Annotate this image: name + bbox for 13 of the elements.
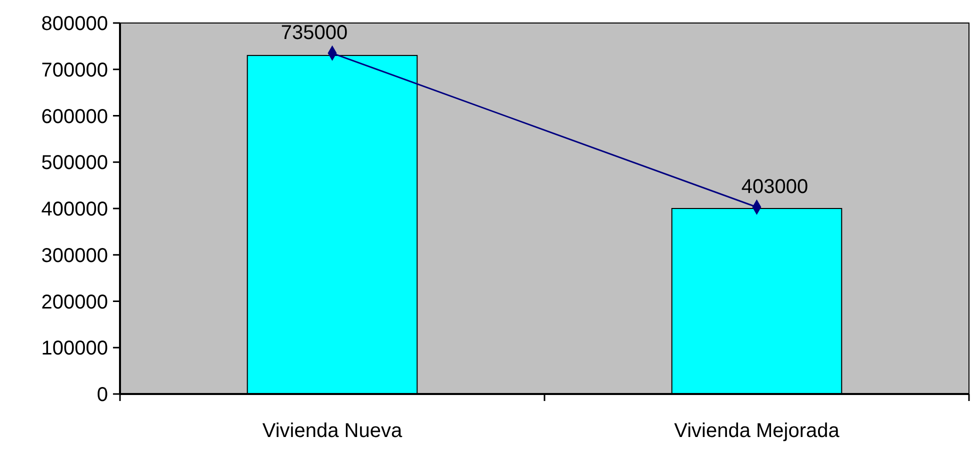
y-tick-label: 300000 [41, 244, 108, 267]
y-tick-label: 800000 [41, 13, 108, 35]
y-tick-label: 700000 [41, 59, 108, 82]
y-tick-label: 500000 [41, 152, 108, 174]
x-tick-label: Vivienda Mejorada [674, 420, 840, 442]
x-tick-label: Vivienda Nueva [262, 420, 403, 442]
data-label: 735000 [280, 22, 348, 44]
y-tick-label: 100000 [41, 338, 108, 360]
y-tick-label: 0 [96, 384, 108, 406]
data-label: 403000 [741, 176, 808, 198]
y-tick-label: 200000 [41, 291, 108, 314]
y-tick-label: 400000 [41, 198, 108, 220]
y-tick-label: 600000 [41, 106, 108, 128]
